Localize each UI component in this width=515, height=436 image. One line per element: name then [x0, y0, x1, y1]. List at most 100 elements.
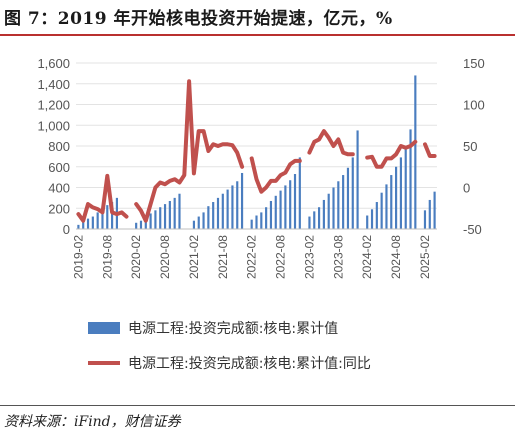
bar: [351, 157, 354, 229]
bar: [327, 193, 330, 229]
bar: [313, 211, 316, 229]
series-line: [249, 156, 302, 194]
x-tick-label: 2020-08: [158, 235, 172, 279]
bar: [250, 219, 253, 229]
y-left-tick-label: 1,600: [37, 56, 70, 71]
y-left-tick-label: 600: [48, 160, 70, 175]
bar: [236, 181, 239, 229]
bar: [96, 212, 99, 229]
bar: [293, 174, 297, 229]
x-tick-label: 2019-02: [71, 235, 85, 279]
y-right-tick-label: 100: [463, 98, 485, 113]
bar: [202, 212, 205, 229]
bar: [414, 75, 417, 229]
x-tick-label: 2019-08: [100, 235, 114, 279]
bar: [159, 207, 162, 229]
bar: [404, 146, 407, 229]
bar: [269, 200, 273, 229]
bar: [428, 199, 431, 229]
bar: [255, 215, 258, 229]
x-tick-label: 2020-02: [129, 235, 143, 279]
x-tick-label: 2023-02: [302, 235, 316, 279]
bar: [139, 220, 143, 229]
x-tick-label: 2024-02: [360, 235, 374, 279]
y-right-tick-label: 0: [463, 181, 470, 196]
bar: [101, 208, 104, 229]
y-axis-right: -50 0 50 100 150: [463, 56, 485, 237]
line-series: [76, 79, 437, 223]
bar: [77, 224, 80, 229]
bar: [284, 185, 287, 229]
bar: [346, 167, 350, 229]
bar: [409, 129, 412, 229]
bar: [154, 210, 157, 229]
bar: [274, 195, 277, 229]
figure-title: 图 7：2019 年开始核电投资开始提速，亿元，%: [4, 9, 393, 29]
x-tick-label: 2025-02: [418, 235, 432, 279]
bar: [356, 130, 359, 229]
bar: [173, 197, 176, 229]
bar: [342, 175, 345, 229]
x-tick-label: 2022-08: [274, 235, 288, 279]
bar: [423, 210, 427, 229]
y-right-tick-label: 150: [463, 56, 485, 71]
bar: [317, 207, 321, 229]
bar: [385, 184, 388, 229]
source-note: 资料来源：iFind，财信证券: [4, 414, 181, 430]
bar: [91, 216, 94, 229]
x-tick-label: 2021-02: [187, 235, 201, 279]
title-rule: [0, 34, 515, 36]
bar: [289, 180, 292, 229]
bar: [135, 222, 138, 229]
y-right-tick-label: 50: [463, 139, 477, 154]
legend-line-label: 电源工程:投资完成额:核电:累计值:同比: [128, 356, 371, 372]
x-axis: 2019-02 2019-08 2020-02 2020-08 2021-02 2021-…: [71, 228, 437, 279]
x-tick-label: 2021-08: [216, 235, 230, 279]
footer-rule: [0, 405, 515, 406]
bar: [207, 206, 210, 229]
series-line: [365, 139, 418, 169]
bar: [260, 212, 263, 229]
y-axis-left: 0 200 400 600 800 1,000 1,200 1,400 1,600: [37, 56, 70, 237]
bar: [163, 204, 167, 229]
y-left-tick-label: 1,400: [37, 77, 70, 92]
chart-area: 0 200 400 600 800 1,000 1,200 1,400 1,600 -50 0 50…: [37, 56, 485, 372]
bar: [192, 220, 196, 229]
y-left-tick-label: 200: [48, 201, 70, 216]
y-right-tick-label: -50: [463, 222, 482, 237]
bar: [144, 217, 147, 229]
bar: [82, 220, 85, 229]
bar: [106, 205, 109, 229]
bar: [380, 192, 383, 229]
y-left-tick-label: 1,200: [37, 98, 70, 113]
bar: [212, 202, 215, 229]
legend-bar-swatch: [88, 322, 120, 334]
bar: [178, 193, 181, 229]
legend-bar-label: 电源工程:投资完成额:核电:累计值: [128, 321, 338, 337]
series-line: [307, 129, 355, 157]
y-left-tick-label: 1,000: [37, 118, 70, 133]
x-tick-label: 2022-02: [245, 235, 259, 279]
series-line: [134, 79, 245, 223]
bar: [149, 213, 152, 229]
bar: [399, 157, 402, 229]
bar: [86, 218, 90, 229]
bar: [279, 190, 282, 229]
bar: [240, 172, 244, 229]
bar: [216, 197, 220, 229]
y-left-tick-label: 400: [48, 181, 70, 196]
y-left-tick-label: 0: [63, 222, 70, 237]
series-line: [423, 142, 437, 158]
bar: [375, 202, 378, 229]
bar: [231, 185, 234, 229]
y-left-tick-label: 800: [48, 139, 70, 154]
bar: [370, 209, 374, 229]
bar: [221, 193, 224, 229]
bar: [337, 181, 340, 229]
bar: [332, 187, 335, 229]
series-line: [76, 173, 129, 223]
bar: [395, 166, 398, 229]
bar: [308, 216, 311, 229]
bar: [265, 207, 268, 229]
